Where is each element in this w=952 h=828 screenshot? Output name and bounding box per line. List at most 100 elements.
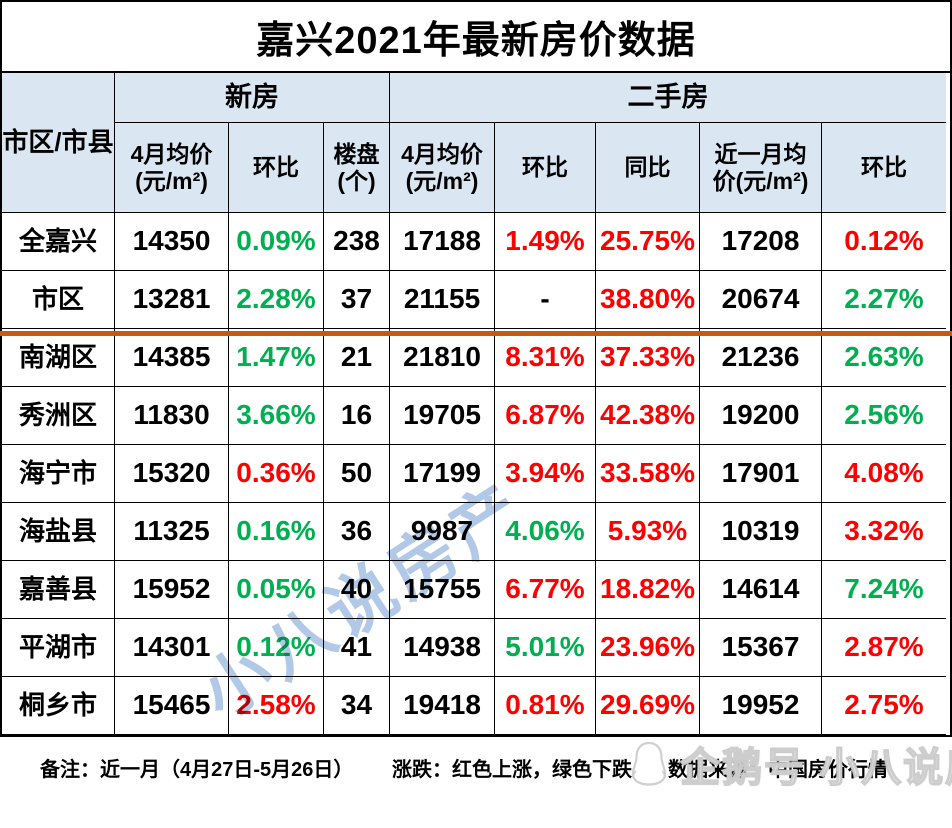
project-count: 41 [324, 619, 390, 677]
last-month-mom-change: 2.87% [822, 619, 946, 677]
corner-header: 市区/市县 [2, 73, 115, 213]
new-mom-change: 0.05% [229, 561, 324, 619]
project-count: 16 [324, 387, 390, 445]
last-month-avg-price: 21236 [700, 329, 822, 387]
col-header-used-yoy: 同比 [596, 123, 700, 213]
new-mom-change: 0.09% [229, 213, 324, 271]
last-month-mom-change: 7.24% [822, 561, 946, 619]
used-avg-price: 19418 [390, 677, 495, 735]
used-avg-price: 14938 [390, 619, 495, 677]
last-month-avg-price: 14614 [700, 561, 822, 619]
used-mom-change: 1.49% [495, 213, 596, 271]
used-yoy-change: 5.93% [596, 503, 700, 561]
new-avg-price: 14350 [115, 213, 229, 271]
used-avg-price: 15755 [390, 561, 495, 619]
col-header-last-month-avg: 近一月均 价(元/m²) [700, 123, 822, 213]
new-avg-price: 15952 [115, 561, 229, 619]
used-avg-price: 17199 [390, 445, 495, 503]
last-month-mom-change: 2.56% [822, 387, 946, 445]
page-title: 嘉兴2021年最新房价数据 [256, 20, 696, 62]
project-count: 50 [324, 445, 390, 503]
project-count: 36 [324, 503, 390, 561]
new-avg-price: 15320 [115, 445, 229, 503]
region-name: 平湖市 [2, 619, 115, 677]
new-mom-change: 2.58% [229, 677, 324, 735]
last-month-avg-price: 10319 [700, 503, 822, 561]
used-avg-price: 19705 [390, 387, 495, 445]
last-month-mom-change: 4.08% [822, 445, 946, 503]
last-month-mom-change: 2.27% [822, 271, 946, 329]
last-month-avg-price: 17901 [700, 445, 822, 503]
used-yoy-change: 18.82% [596, 561, 700, 619]
used-avg-price: 21155 [390, 271, 495, 329]
used-yoy-change: 37.33% [596, 329, 700, 387]
project-count: 40 [324, 561, 390, 619]
used-mom-change: 6.87% [495, 387, 596, 445]
project-count: 37 [324, 271, 390, 329]
used-mom-change: 3.94% [495, 445, 596, 503]
new-mom-change: 2.28% [229, 271, 324, 329]
region-name: 全嘉兴 [2, 213, 115, 271]
used-yoy-change: 23.96% [596, 619, 700, 677]
region-name: 市区 [2, 271, 115, 329]
price-table-box: 嘉兴2021年最新房价数据 市区/市县 新房 二手房 4月均价 (元/m²) 环… [0, 0, 952, 737]
region-name: 南湖区 [2, 329, 115, 387]
last-month-avg-price: 19200 [700, 387, 822, 445]
new-avg-price: 13281 [115, 271, 229, 329]
col-header-new-mom: 环比 [229, 123, 324, 213]
used-avg-price: 17188 [390, 213, 495, 271]
used-mom-change: 8.31% [495, 329, 596, 387]
last-month-mom-change: 2.63% [822, 329, 946, 387]
infographic-page: 嘉兴2021年最新房价数据 市区/市县 新房 二手房 4月均价 (元/m²) 环… [0, 0, 952, 791]
new-mom-change: 0.36% [229, 445, 324, 503]
used-yoy-change: 25.75% [596, 213, 700, 271]
new-avg-price: 15465 [115, 677, 229, 735]
group-header-new-house: 新房 [115, 73, 390, 123]
used-mom-change: 0.81% [495, 677, 596, 735]
last-month-mom-change: 3.32% [822, 503, 946, 561]
region-name: 海宁市 [2, 445, 115, 503]
region-name: 海盐县 [2, 503, 115, 561]
project-count: 34 [324, 677, 390, 735]
used-avg-price: 9987 [390, 503, 495, 561]
used-yoy-change: 29.69% [596, 677, 700, 735]
footer-data-source: 数据来源：中国房价行情 [668, 759, 888, 781]
title-bar: 嘉兴2021年最新房价数据 [2, 2, 950, 73]
region-name: 嘉善县 [2, 561, 115, 619]
region-name: 秀洲区 [2, 387, 115, 445]
price-table: 市区/市县 新房 二手房 4月均价 (元/m²) 环比 楼盘 (个) 4月均价 … [2, 73, 946, 735]
new-mom-change: 1.47% [229, 329, 324, 387]
last-month-avg-price: 17208 [700, 213, 822, 271]
last-month-avg-price: 20674 [700, 271, 822, 329]
new-avg-price: 11325 [115, 503, 229, 561]
col-header-used-mom: 环比 [495, 123, 596, 213]
footer-color-legend: 涨跌：红色上涨，绿色下跌 [392, 759, 632, 781]
last-month-mom-change: 2.75% [822, 677, 946, 735]
new-mom-change: 0.16% [229, 503, 324, 561]
new-avg-price: 11830 [115, 387, 229, 445]
used-yoy-change: 33.58% [596, 445, 700, 503]
new-mom-change: 3.66% [229, 387, 324, 445]
used-mom-change: 6.77% [495, 561, 596, 619]
used-mom-change: 5.01% [495, 619, 596, 677]
used-yoy-change: 38.80% [596, 271, 700, 329]
region-name: 桐乡市 [2, 677, 115, 735]
col-header-last-month-mom: 环比 [822, 123, 946, 213]
group-header-second-hand: 二手房 [390, 73, 946, 123]
used-mom-change: 4.06% [495, 503, 596, 561]
col-header-used-avg-price: 4月均价 (元/m²) [390, 123, 495, 213]
project-count: 21 [324, 329, 390, 387]
used-mom-change: - [495, 271, 596, 329]
col-header-new-avg-price: 4月均价 (元/m²) [115, 123, 229, 213]
new-avg-price: 14385 [115, 329, 229, 387]
last-month-avg-price: 19952 [700, 677, 822, 735]
project-count: 238 [324, 213, 390, 271]
used-yoy-change: 42.38% [596, 387, 700, 445]
last-month-avg-price: 15367 [700, 619, 822, 677]
used-avg-price: 21810 [390, 329, 495, 387]
footer-note: 备注：近一月（4月27日-5月26日） [40, 759, 354, 781]
new-avg-price: 14301 [115, 619, 229, 677]
col-header-project-count: 楼盘 (个) [324, 123, 390, 213]
last-month-mom-change: 0.12% [822, 213, 946, 271]
new-mom-change: 0.12% [229, 619, 324, 677]
